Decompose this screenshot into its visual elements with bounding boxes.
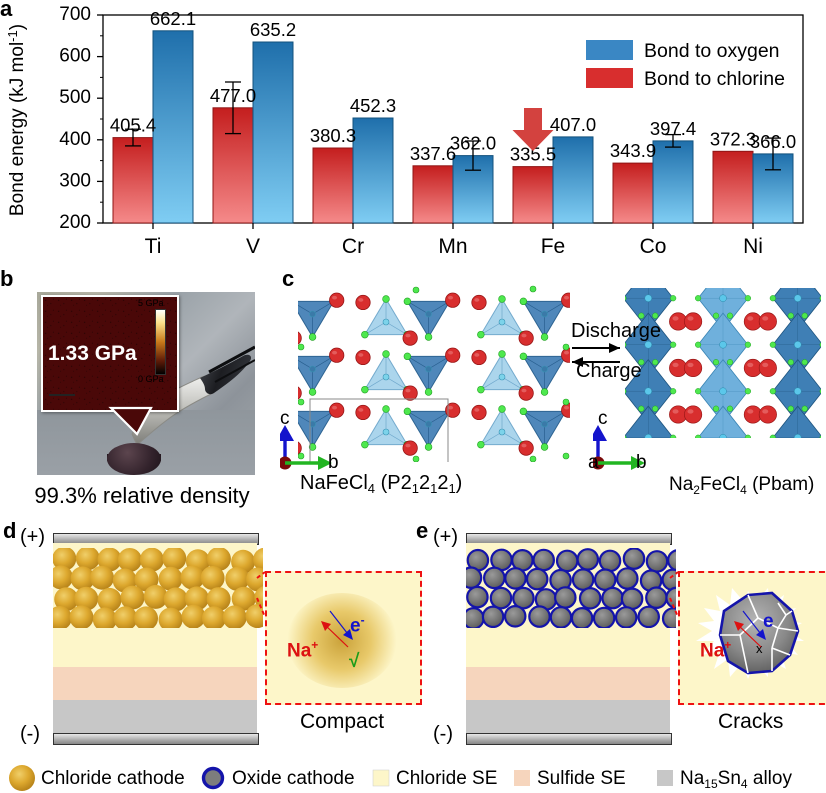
svg-text:Fe: Fe [541, 235, 566, 258]
svg-text:300: 300 [59, 170, 91, 191]
svg-text:700: 700 [59, 4, 91, 25]
svg-text:635.2: 635.2 [250, 19, 296, 40]
svg-text:407.0: 407.0 [550, 114, 596, 135]
svg-text:600: 600 [59, 46, 91, 67]
svg-text:Ti: Ti [145, 235, 162, 258]
svg-text:662.1: 662.1 [150, 8, 196, 29]
svg-text:Ni: Ni [743, 235, 763, 258]
svg-text:500: 500 [59, 87, 91, 108]
svg-text:Mn: Mn [438, 235, 467, 258]
svg-text:V: V [246, 235, 260, 258]
svg-text:Cr: Cr [342, 235, 364, 258]
svg-text:200: 200 [59, 212, 91, 233]
svg-text:Bond to chlorine: Bond to chlorine [644, 68, 785, 90]
svg-text:380.3: 380.3 [310, 125, 356, 146]
svg-text:400: 400 [59, 129, 91, 150]
svg-text:Bond to oxygen: Bond to oxygen [644, 40, 780, 62]
svg-text:Co: Co [640, 235, 667, 258]
svg-text:452.3: 452.3 [350, 95, 396, 116]
svg-text:343.9: 343.9 [610, 140, 656, 161]
